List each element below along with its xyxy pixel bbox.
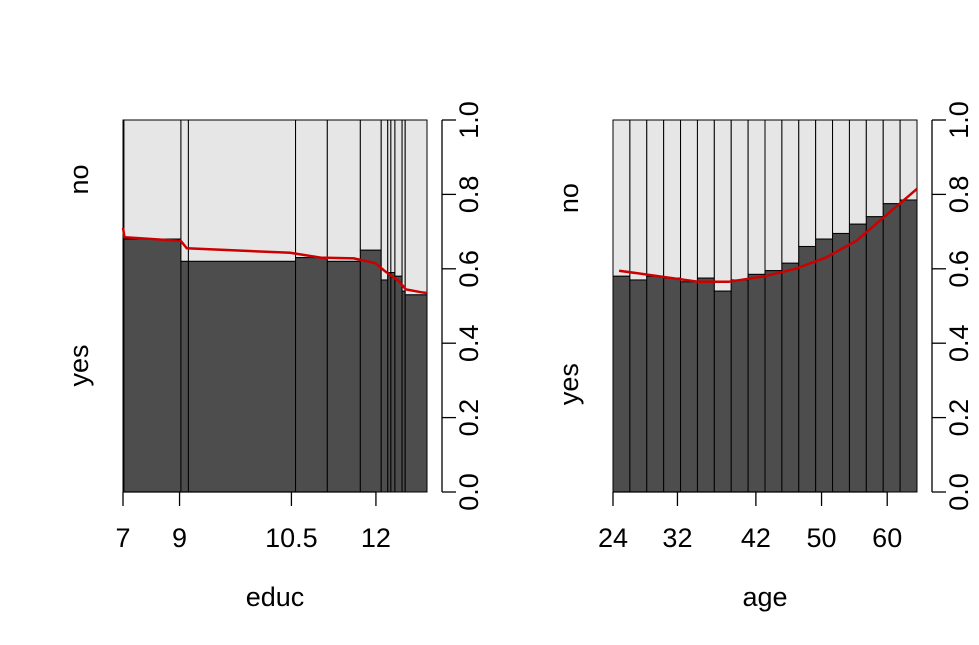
y-tick-label-3: 0.6: [454, 250, 484, 288]
bar-yes-5: [696, 277, 715, 493]
y-tick-label-1: 0.2: [944, 399, 974, 437]
bar-no-7: [380, 119, 389, 281]
y-tick-label-5: 1.0: [454, 101, 484, 139]
bar-yes-16: [882, 203, 901, 493]
bar-yes-0: [612, 275, 631, 493]
bar-yes-1: [629, 279, 648, 493]
bar-no-11: [798, 119, 817, 247]
bar-yes-6: [359, 249, 382, 493]
bar-yes-7: [730, 279, 749, 493]
bar-no-4: [295, 119, 328, 259]
y-tick-label-2: 0.4: [454, 324, 484, 362]
bar-yes-9: [764, 270, 783, 493]
bar-yes-4: [295, 257, 328, 493]
bar-no-9: [390, 119, 396, 274]
bar-no-3: [663, 119, 682, 279]
bar-no-9: [764, 119, 783, 272]
x-axis-title: educ: [246, 582, 305, 612]
bar-yes-4: [680, 281, 698, 493]
bar-no-5: [326, 119, 361, 262]
bar-yes-10: [781, 262, 800, 493]
bar-no-0: [612, 119, 631, 277]
category-label-yes: yes: [554, 363, 584, 405]
bar-yes-9: [390, 272, 396, 493]
bar-no-3: [187, 119, 297, 262]
bar-yes-2: [180, 260, 189, 493]
y-tick-label-2: 0.4: [944, 324, 974, 362]
bar-no-12: [404, 119, 428, 296]
bar-no-10: [394, 119, 403, 277]
bar-yes-3: [663, 277, 682, 493]
bar-no-8: [747, 119, 766, 275]
x-tick-label-3: 50: [807, 523, 837, 553]
x-tick-label-2: 10.5: [265, 523, 318, 553]
panel-age: 24 32 42 50 60 age 0.0 0.2 0.4 0.6 0.8 1.0 yes no: [554, 101, 974, 612]
x-axis-title: age: [742, 582, 787, 612]
bar-no-7: [730, 119, 749, 281]
bar-no-6: [713, 119, 732, 292]
y-tick-label-4: 0.8: [944, 176, 974, 214]
bar-no-10: [781, 119, 800, 264]
bar-no-1: [123, 119, 182, 240]
category-label-no: no: [64, 164, 94, 194]
bar-no-13: [832, 119, 850, 234]
x-tick-label-3: 12: [361, 523, 391, 553]
bar-no-17: [899, 119, 918, 201]
bar-yes-8: [747, 273, 766, 493]
category-label-yes: yes: [64, 345, 94, 387]
y-tick-label-0: 0.0: [454, 473, 484, 511]
panel-educ: 7 9 10.5 12 educ 0.0 0.2 0.4 0.6 0.8 1.0 yes no: [64, 101, 484, 612]
bar-no-5: [696, 119, 715, 279]
bar-yes-13: [832, 232, 850, 493]
fit-line: [618, 187, 918, 284]
bar-no-15: [865, 119, 884, 218]
bar-yes-2: [646, 275, 665, 493]
x-tick-label-0: 24: [598, 523, 628, 553]
bar-yes-6: [713, 290, 732, 493]
bar-yes-7: [380, 279, 389, 493]
bar-no-6: [359, 119, 382, 251]
bar-yes-11: [798, 245, 817, 493]
x-tick-label-1: 32: [662, 523, 692, 553]
bar-yes-10: [394, 275, 403, 493]
y-tick-label-5: 1.0: [944, 101, 974, 139]
bar-no-14: [848, 119, 867, 225]
bar-yes-3: [187, 260, 297, 493]
bar-no-4: [680, 119, 698, 283]
x-tick-label-1: 9: [172, 523, 187, 553]
fit-line: [121, 227, 428, 295]
bar-no-2: [646, 119, 665, 277]
bar-no-1: [629, 119, 648, 281]
y-tick-label-0: 0.0: [944, 473, 974, 511]
bar-yes-14: [848, 223, 867, 493]
y-tick-label-3: 0.6: [944, 250, 974, 288]
bar-yes-12: [404, 294, 428, 493]
x-tick-label-0: 7: [115, 523, 130, 553]
bar-no-16: [882, 119, 901, 205]
bar-yes-12: [815, 238, 834, 493]
bar-no-12: [815, 119, 834, 240]
bar-yes-5: [326, 260, 361, 493]
x-tick-label-4: 60: [872, 523, 902, 553]
category-label-no: no: [554, 183, 584, 213]
bar-yes-1: [123, 238, 182, 493]
bar-no-2: [180, 119, 189, 262]
bar-yes-17: [899, 199, 918, 493]
x-tick-label-2: 42: [741, 523, 771, 553]
y-tick-label-1: 0.2: [454, 399, 484, 437]
y-tick-label-4: 0.8: [454, 176, 484, 214]
bar-yes-15: [865, 216, 884, 493]
